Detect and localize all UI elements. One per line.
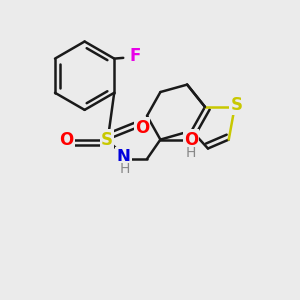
Text: O: O: [59, 130, 73, 148]
Text: H: H: [186, 146, 196, 160]
Text: O: O: [184, 130, 198, 148]
Text: F: F: [130, 47, 141, 65]
Text: O: O: [135, 119, 149, 137]
Text: N: N: [116, 148, 130, 166]
Text: H: H: [119, 162, 130, 176]
Text: S: S: [230, 95, 242, 113]
Text: S: S: [101, 130, 113, 148]
